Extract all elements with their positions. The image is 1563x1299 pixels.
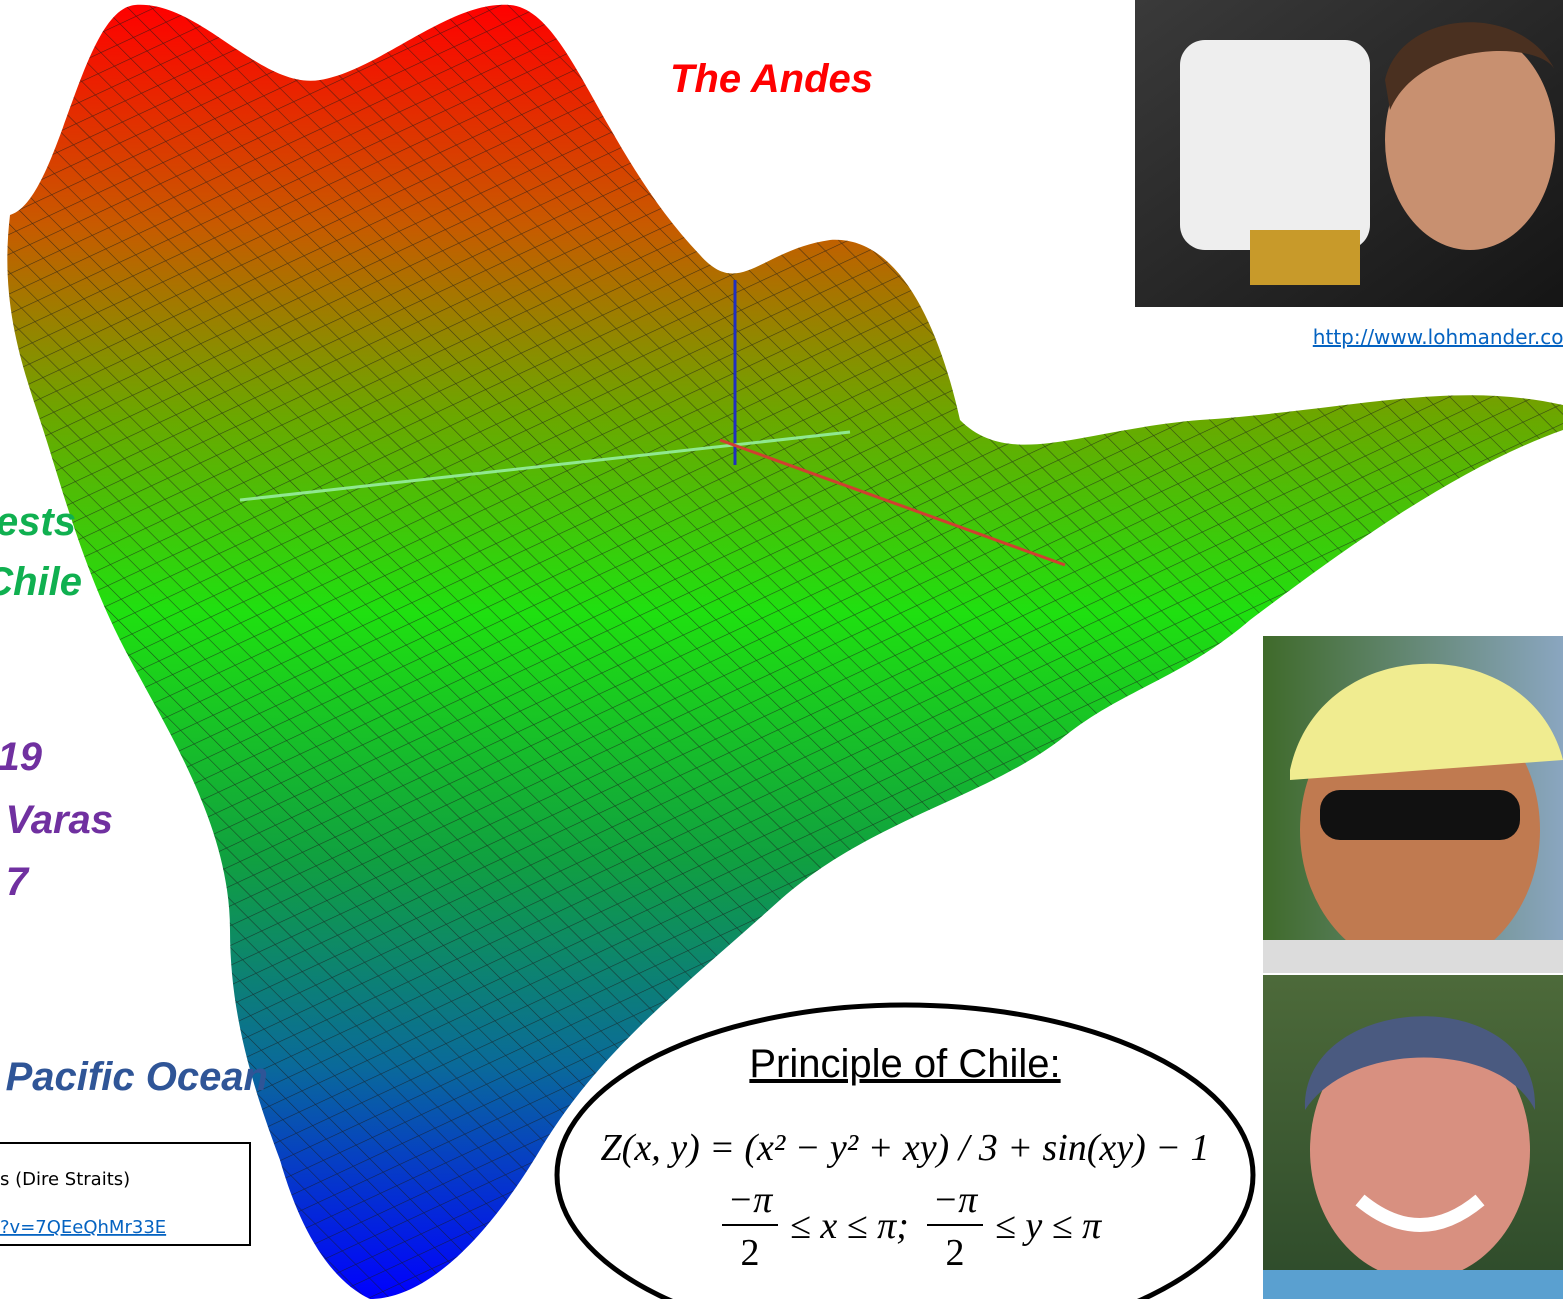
label: 19 [0, 735, 43, 779]
principle-ellipse: Principle of Chile: Z(x, y) = (x² − y² +… [557, 1005, 1253, 1299]
instrument-base [1250, 230, 1360, 285]
title: The Andes [670, 57, 873, 101]
label: Varas [6, 798, 114, 842]
numerator: −π [728, 1179, 774, 1221]
website-link[interactable]: http://www.lohmander.com [1313, 325, 1563, 349]
slide: The Andes ests Chile 19 Varas 7 Pacific … [0, 0, 1563, 1299]
range: ≤ x ≤ π; [790, 1205, 909, 1247]
numerator: −π [933, 1179, 979, 1221]
denominator: 2 [946, 1232, 965, 1274]
formula: Z(x, y) = (x² − y² + xy) / 3 + sin(xy) −… [601, 1127, 1210, 1169]
ocean-label: Pacific Ocean [6, 1055, 268, 1099]
range: ≤ y ≤ π [995, 1205, 1102, 1247]
instrument [1180, 40, 1370, 250]
photo-middle [1263, 636, 1563, 973]
page: The Andes ests Chile 19 Varas 7 Pacific … [0, 0, 1563, 1299]
label: ests [0, 500, 76, 544]
link-box: s (Dire Straits) ?v=7QEeQhMr33E [0, 1143, 250, 1245]
photo-top [1135, 0, 1563, 307]
sunglasses [1320, 790, 1520, 840]
principle-title: Principle of Chile: [749, 1042, 1060, 1086]
photo-bottom [1263, 975, 1563, 1299]
video-link[interactable]: ?v=7QEeQhMr33E [0, 1217, 166, 1238]
denominator: 2 [741, 1232, 760, 1274]
song: s (Dire Straits) [0, 1169, 130, 1190]
label: Chile [0, 560, 82, 604]
shirt [1263, 940, 1563, 973]
label: 7 [6, 860, 30, 904]
shirt [1263, 1270, 1563, 1299]
